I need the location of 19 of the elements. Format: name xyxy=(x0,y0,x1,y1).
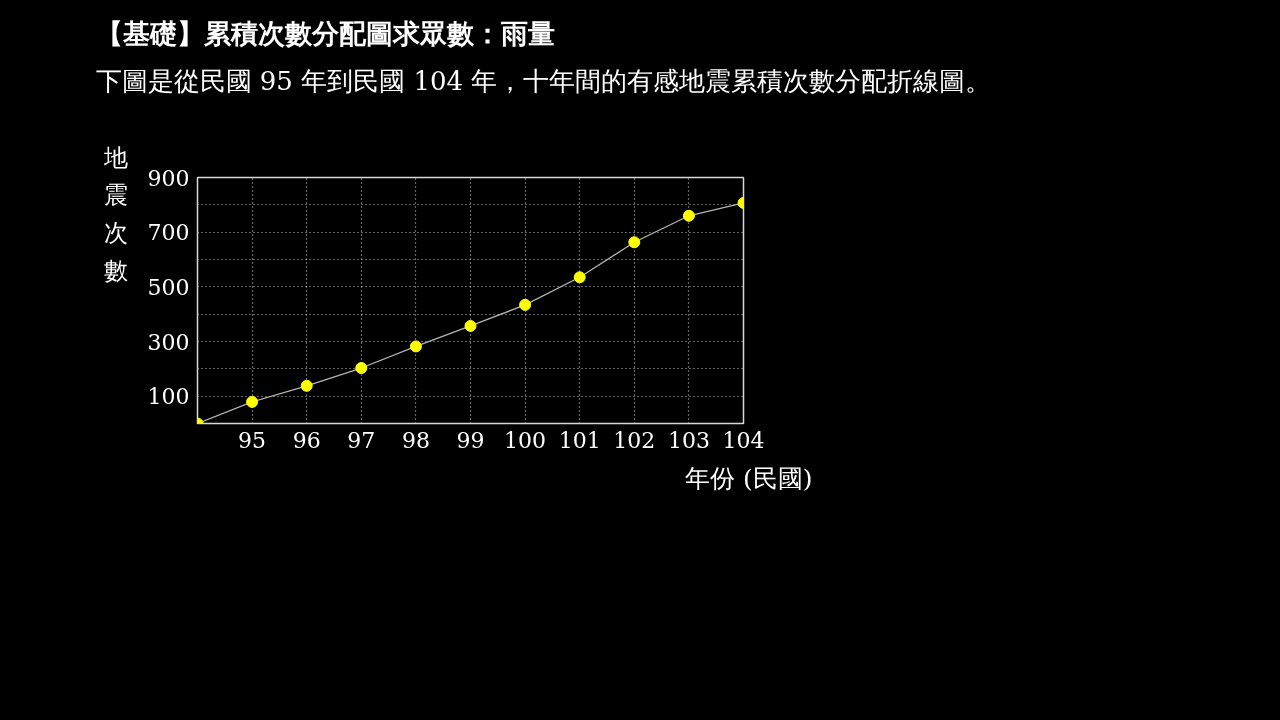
y-tick-label: 700 xyxy=(147,220,190,246)
chart-subtitle: 下圖是從民國 95 年到民國 104 年，十年間的有感地震累積次數分配折線圖。 xyxy=(95,65,992,96)
x-axis-title: 年份 (民國) xyxy=(685,464,813,493)
x-tick-label: 95 xyxy=(238,427,267,453)
x-tick-label: 98 xyxy=(401,427,430,453)
y-tick-label: 500 xyxy=(147,274,190,300)
x-tick-label: 103 xyxy=(667,427,710,453)
x-tick-label: 100 xyxy=(504,427,547,453)
x-tick-label: 104 xyxy=(722,427,765,453)
y-axis-title: 地震次數 xyxy=(102,143,128,285)
y-tick-label: 900 xyxy=(147,165,190,191)
x-tick-label: 97 xyxy=(347,427,376,453)
y-tick-label: 300 xyxy=(147,329,190,355)
y-tick-label: 100 xyxy=(147,384,190,410)
chart-title: 【基礎】累積次數分配圖求眾數：雨量 xyxy=(95,18,555,49)
x-tick-label: 99 xyxy=(456,427,485,453)
x-tick-label: 96 xyxy=(292,427,321,453)
x-tick-label: 102 xyxy=(613,427,656,453)
x-tick-label: 101 xyxy=(558,427,601,453)
